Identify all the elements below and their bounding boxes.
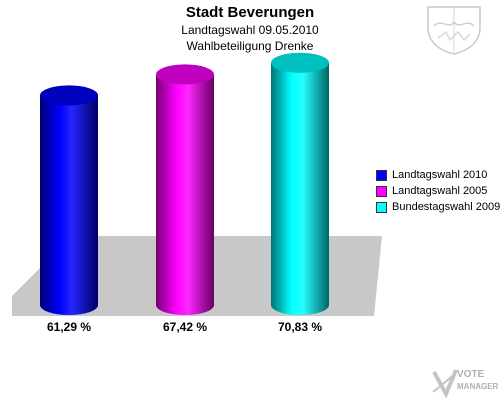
bar-0 — [40, 95, 98, 315]
legend-swatch — [376, 185, 387, 197]
bar-top-1 — [156, 64, 214, 85]
legend-label: Landtagswahl 2010 — [392, 168, 488, 181]
bar-top-0 — [40, 85, 98, 106]
legend-label: Bundestagswahl 2009 — [392, 200, 500, 213]
legend-swatch — [376, 201, 387, 213]
chart-subtitle: Landtagswahl 09.05.2010 — [181, 23, 319, 37]
chart-title: Stadt Beverungen — [185, 4, 315, 21]
data-label-2: 70,83 % — [278, 320, 322, 334]
legend-item: Landtagswahl 2010 — [376, 167, 500, 183]
legend-item: Bundestagswahl 2009 — [376, 199, 500, 215]
watermark-manager: MANAGER — [457, 382, 499, 391]
bar-top-2 — [271, 52, 329, 73]
legend-item: Landtagswahl 2005 — [376, 183, 500, 199]
legend: Landtagswahl 2010 Landtagswahl 2005 Bund… — [376, 167, 500, 215]
watermark-vote: VOTE — [457, 369, 485, 380]
bar-1 — [156, 74, 214, 315]
vote-manager-logo-icon — [432, 369, 458, 399]
chart-subtitle-2: Wahlbeteiligung Drenke — [186, 39, 314, 53]
data-label-0: 61,29 % — [47, 320, 91, 334]
coat-of-arms-icon — [427, 6, 481, 55]
data-label-1: 67,42 % — [163, 320, 207, 334]
legend-label: Landtagswahl 2005 — [392, 184, 488, 197]
bar-2 — [271, 62, 329, 315]
legend-swatch — [376, 169, 387, 181]
